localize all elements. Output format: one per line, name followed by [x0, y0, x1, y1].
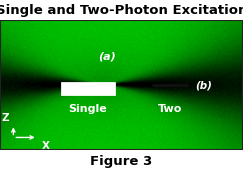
Bar	[62, 83, 114, 94]
Text: X: X	[41, 141, 49, 151]
Text: (a): (a)	[98, 52, 116, 62]
Text: Single and Two-Photon Excitation: Single and Two-Photon Excitation	[0, 4, 243, 17]
Text: (b): (b)	[196, 80, 212, 90]
Text: Z: Z	[1, 113, 9, 123]
Text: Figure 3: Figure 3	[90, 155, 153, 168]
Text: Two: Two	[158, 105, 182, 114]
Text: Single: Single	[69, 105, 107, 114]
